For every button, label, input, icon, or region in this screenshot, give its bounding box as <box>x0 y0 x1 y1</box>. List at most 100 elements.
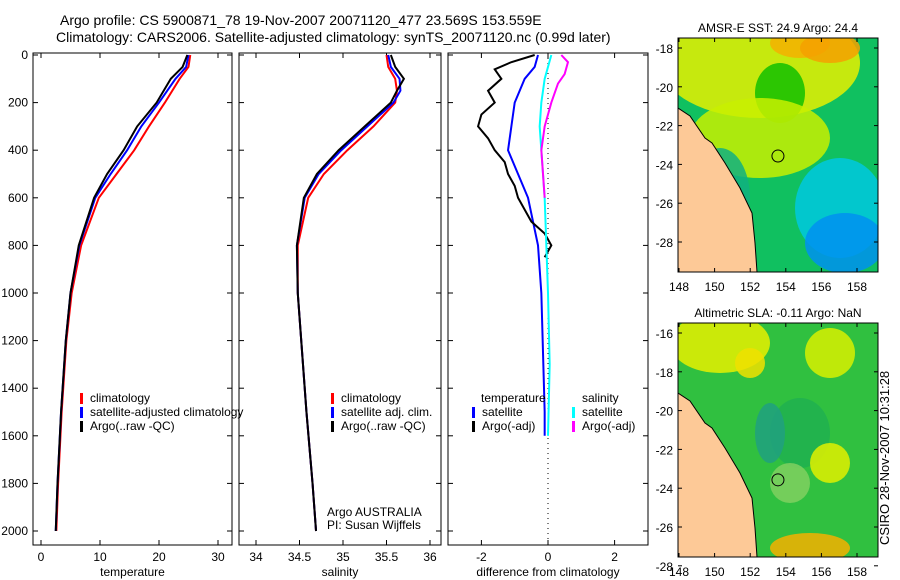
title-line-1: Argo profile: CS 5900871_78 19-Nov-2007 … <box>60 12 542 28</box>
argo-position-marker <box>771 473 785 487</box>
argo-position-marker <box>771 149 785 163</box>
x-tick-label: 34.5 <box>288 550 312 564</box>
field-blob <box>800 38 860 63</box>
y-tick-label: 1200 <box>1 334 28 348</box>
x-tick-label: 35 <box>336 550 350 564</box>
field-blob <box>735 348 765 378</box>
annotation-text: PI: Susan Wijffels <box>327 518 421 532</box>
x-tick-label: -2 <box>476 550 487 564</box>
map-x-tick-label: 152 <box>740 565 760 579</box>
map-y-tick-label: -24 <box>656 482 674 496</box>
x-tick-label: 2 <box>611 550 618 564</box>
x-tick-label: 30 <box>211 550 225 564</box>
series-line-argo-raw-qc- <box>54 54 189 532</box>
map-x-tick-label: 150 <box>705 280 725 294</box>
map-y-tick-label: -22 <box>656 443 674 457</box>
legend-label: Argo(..raw -QC) <box>341 419 426 433</box>
y-tick-label: 400 <box>8 143 28 157</box>
map-y-tick-label: -18 <box>656 42 674 56</box>
y-tick-label: 1800 <box>1 476 28 490</box>
map-y-tick-label: -26 <box>656 197 674 211</box>
title-line-2: Climatology: CARS2006. Satellite-adjuste… <box>56 29 611 45</box>
legend-label: satellite <box>582 405 623 419</box>
map-frame <box>677 37 879 273</box>
x-axis-label: temperature <box>100 565 165 579</box>
legend-swatch <box>331 421 334 432</box>
legend-swatch <box>80 393 83 404</box>
y-tick-label: 0 <box>21 48 28 62</box>
map-y-tick-label: -16 <box>656 327 674 341</box>
map-field <box>678 323 878 557</box>
map-sla_map <box>677 322 879 558</box>
map-x-tick-label: 156 <box>811 565 831 579</box>
field-blob <box>805 328 855 378</box>
legend-label: climatology <box>90 391 150 405</box>
legend-label: satellite-adjusted climatology <box>90 405 243 419</box>
series-line-argo-raw-qc- <box>295 54 406 532</box>
y-tick-label: 2000 <box>1 524 28 538</box>
field-blob <box>770 463 810 503</box>
series-line-temperature-argo-adj- <box>476 54 553 258</box>
map-y-tick-label: -20 <box>656 405 674 419</box>
map-x-tick-label: 156 <box>811 280 831 294</box>
x-tick-label: 10 <box>93 550 107 564</box>
x-tick-label: 34 <box>249 550 263 564</box>
x-tick-label: 0 <box>38 550 45 564</box>
legend-label: satellite adj. clim. <box>341 405 432 419</box>
legend-swatch <box>572 421 575 432</box>
y-tick-label: 200 <box>8 96 28 110</box>
map-y-tick-label: -28 <box>656 560 674 574</box>
legend-swatch <box>80 407 83 418</box>
field-blob <box>810 443 850 483</box>
legend-swatch <box>331 407 334 418</box>
map-y-tick-label: -22 <box>656 120 674 134</box>
map-x-tick-label: 152 <box>740 280 760 294</box>
x-tick-label: 0 <box>545 550 552 564</box>
map-sst_map <box>677 37 879 273</box>
x-axis-label: difference from climatology <box>476 565 619 579</box>
map-y-tick-label: -26 <box>656 521 674 535</box>
map-frame <box>677 322 879 558</box>
axes-frame-temperature <box>32 52 233 546</box>
map-title: Altimetric SLA: -0.11 Argo: NaN <box>694 306 861 320</box>
map-x-tick-label: 158 <box>847 565 867 579</box>
y-tick-label: 600 <box>8 191 28 205</box>
x-tick-label: 20 <box>152 550 166 564</box>
map-title: AMSR-E SST: 24.9 Argo: 24.4 <box>698 21 858 35</box>
y-tick-label: 1400 <box>1 381 28 395</box>
map-x-tick-label: 148 <box>669 565 689 579</box>
annotation-text: Argo AUSTRALIA <box>327 505 422 519</box>
series-line-temperature-satellite <box>507 54 546 436</box>
map-x-tick-label: 148 <box>669 280 689 294</box>
x-tick-label: 35.5 <box>375 550 399 564</box>
legend-label: Argo(-adj) <box>582 419 635 433</box>
series-line-salinity-argo-adj- <box>540 54 570 198</box>
legend-swatch <box>80 421 83 432</box>
y-tick-label: 800 <box>8 238 28 252</box>
legend-label: climatology <box>341 391 401 405</box>
map-x-tick-label: 154 <box>776 565 796 579</box>
axes-frame-salinity <box>238 52 442 546</box>
map-field <box>678 38 878 272</box>
map-x-tick-label: 150 <box>705 565 725 579</box>
field-blob <box>770 533 850 557</box>
x-axis-label: salinity <box>322 565 359 579</box>
land-australia <box>678 392 758 557</box>
legend-header: salinity <box>582 391 619 405</box>
y-tick-label: 1000 <box>1 286 28 300</box>
map-x-tick-label: 158 <box>847 280 867 294</box>
map-y-tick-label: -24 <box>656 158 674 172</box>
map-x-tick-label: 154 <box>776 280 796 294</box>
legend-label: Argo(..raw -QC) <box>90 419 175 433</box>
land-australia <box>678 107 758 272</box>
legend-swatch <box>472 407 475 418</box>
footer-stamp: CSIRO 28-Nov-2007 10:31:28 <box>877 370 892 545</box>
legend-label: Argo(-adj) <box>482 419 535 433</box>
legend-swatch <box>472 421 475 432</box>
map-y-tick-label: -18 <box>656 366 674 380</box>
y-tick-label: 1600 <box>1 429 28 443</box>
legend-swatch <box>331 393 334 404</box>
x-tick-label: 36 <box>423 550 437 564</box>
